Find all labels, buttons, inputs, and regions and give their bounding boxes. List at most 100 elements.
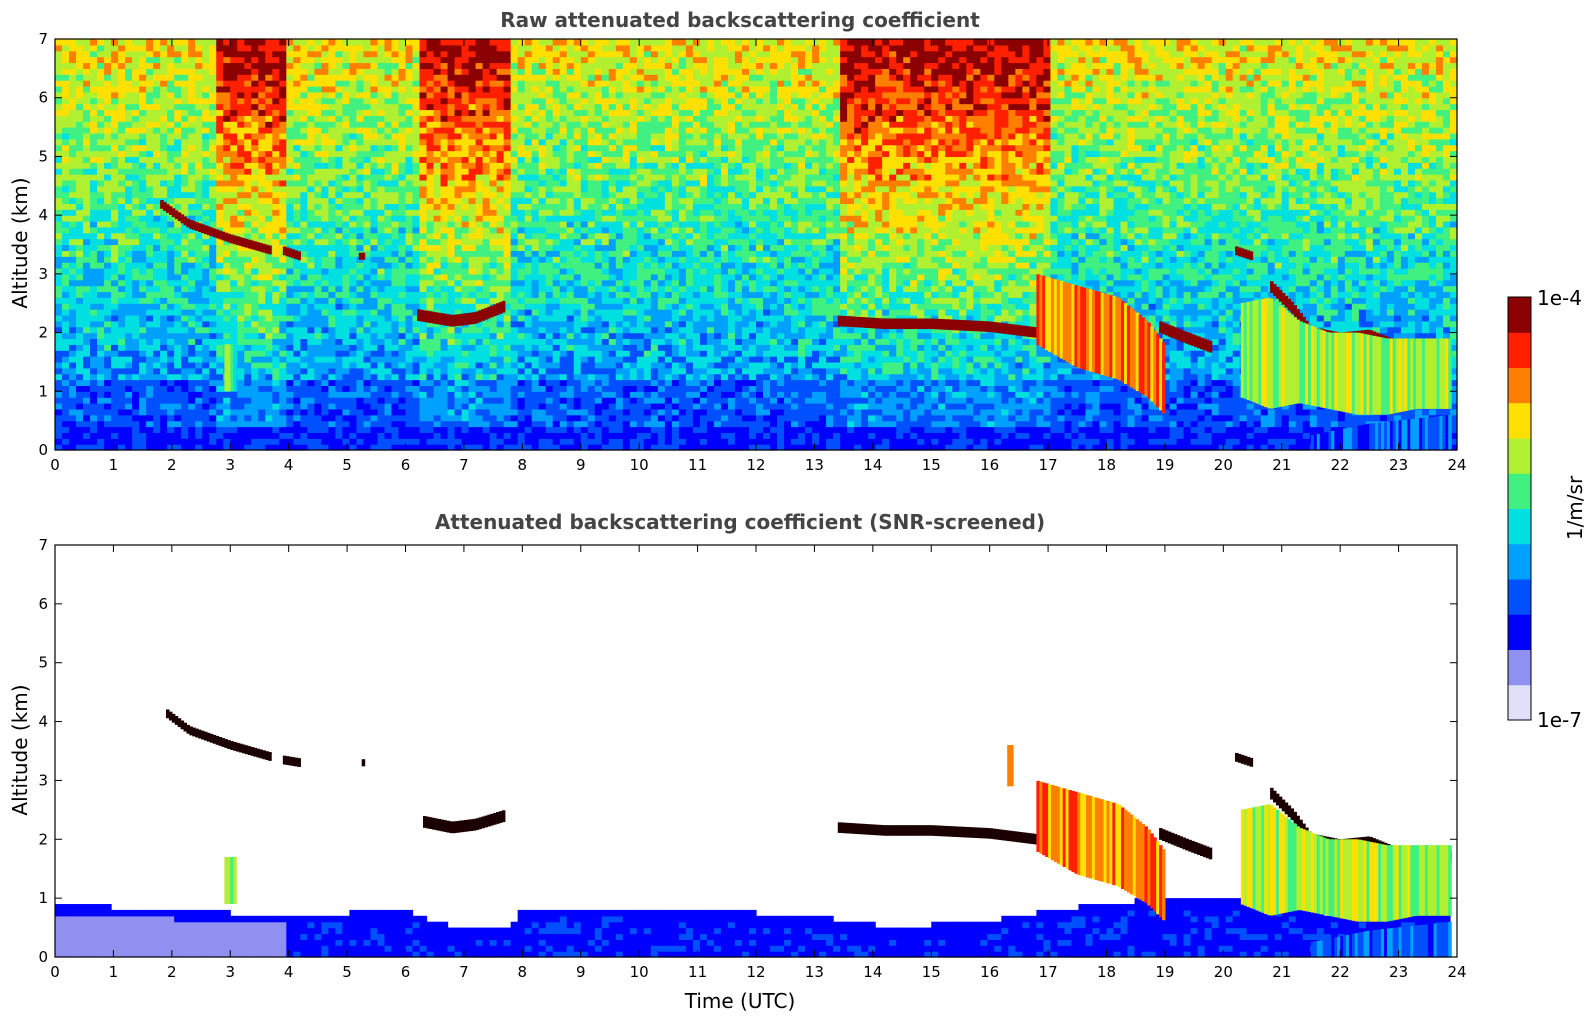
colorbar-cell <box>1508 411 1531 421</box>
y-axis-label: Altitude (km) <box>8 177 32 308</box>
aerosol-plume <box>1007 745 1014 787</box>
x-tick-label: 20 <box>1214 456 1233 474</box>
cloud-layer <box>282 755 301 767</box>
x-tick-label: 7 <box>459 963 469 981</box>
colorbar-cell <box>1508 649 1531 659</box>
colorbar-cell <box>1508 358 1531 368</box>
colorbar-cell <box>1508 693 1531 703</box>
x-tick-label: 24 <box>1447 456 1466 474</box>
x-tick-label: 1 <box>109 456 119 474</box>
x-tick-label: 0 <box>50 456 60 474</box>
colorbar-cell <box>1508 702 1531 712</box>
colorbar-cell <box>1508 711 1531 721</box>
x-tick-label: 16 <box>980 456 999 474</box>
x-tick-label: 18 <box>1097 456 1116 474</box>
x-tick-label: 12 <box>746 963 765 981</box>
x-tick-label: 12 <box>746 456 765 474</box>
colorbar-scale <box>1508 297 1531 721</box>
x-tick-label: 24 <box>1447 963 1466 981</box>
cloud-layer <box>837 315 1037 338</box>
x-tick-label: 19 <box>1155 456 1174 474</box>
y-tick-label: 3 <box>38 771 48 789</box>
colorbar-cell <box>1508 341 1531 351</box>
x-tick-label: 17 <box>1039 456 1058 474</box>
colorbar-cell <box>1508 561 1531 571</box>
chart-title: Raw attenuated backscattering coefficien… <box>500 8 980 32</box>
colorbar-cell <box>1508 667 1531 677</box>
plot-background <box>55 545 1457 957</box>
cloud-layer <box>282 246 301 261</box>
surface-signal <box>1310 921 1452 957</box>
colorbar-cell <box>1508 297 1531 307</box>
x-tick-label: 6 <box>401 963 411 981</box>
colorbar-cell <box>1508 385 1531 395</box>
y-tick-label: 0 <box>38 948 48 966</box>
colorbar-cell <box>1508 552 1531 562</box>
y-tick-label: 5 <box>38 147 48 165</box>
y-axis-label: Altitude (km) <box>8 684 32 815</box>
x-tick-label: 20 <box>1214 963 1233 981</box>
colorbar-cell <box>1508 349 1531 360</box>
x-axis-label: Time (UTC) <box>684 989 796 1013</box>
chart-title: Attenuated backscattering coefficient (S… <box>435 510 1045 534</box>
colorbar-cell <box>1508 587 1531 598</box>
colorbar-cell <box>1508 684 1531 695</box>
aerosol-plume <box>1240 297 1452 415</box>
x-tick-label: 13 <box>805 963 824 981</box>
y-tick-label: 4 <box>38 206 48 224</box>
y-tick-label: 4 <box>38 713 48 731</box>
x-tick-label: 3 <box>225 963 235 981</box>
colorbar-cell <box>1508 367 1531 377</box>
x-tick-label: 5 <box>342 963 352 981</box>
colorbar-label: 1/m/sr <box>1563 475 1587 540</box>
colorbar-cell <box>1508 305 1531 316</box>
x-tick-label: 3 <box>225 456 235 474</box>
x-tick-label: 16 <box>980 963 999 981</box>
y-tick-label: 1 <box>38 382 48 400</box>
x-tick-label: 5 <box>342 456 352 474</box>
y-tick-label: 3 <box>38 265 48 283</box>
axes: 0 1 2 3 4 5 6 7 8 9 10 11 12 13 14 15 16 17 18 19 20 21 22 23 24… <box>38 30 1466 474</box>
x-tick-label: 8 <box>518 456 528 474</box>
y-tick-label: 1 <box>38 889 48 907</box>
x-tick-label: 21 <box>1272 963 1291 981</box>
cloud-layer <box>1159 321 1213 353</box>
y-tick-label: 7 <box>38 536 48 554</box>
x-tick-label: 19 <box>1155 963 1174 981</box>
panel-screened: Attenuated backscattering coefficient (S… <box>8 510 1467 1013</box>
colorbar-cell <box>1508 534 1531 545</box>
panel-raw: Raw attenuated backscattering coefficien… <box>8 8 1467 474</box>
aerosol-plume <box>224 856 237 905</box>
cloud-layer <box>1159 828 1213 860</box>
x-tick-label: 10 <box>630 456 649 474</box>
colorbar-cell <box>1508 314 1531 324</box>
x-tick-label: 15 <box>922 963 941 981</box>
colorbar-cell <box>1508 658 1531 668</box>
cloud-layer <box>160 200 272 255</box>
x-tick-label: 1 <box>109 963 119 981</box>
colorbar-cell <box>1508 614 1531 624</box>
colorbar-cell <box>1508 631 1531 642</box>
x-tick-label: 9 <box>576 963 586 981</box>
colorbar-cell <box>1508 596 1531 606</box>
colorbar-cell <box>1508 420 1531 430</box>
x-tick-label: 8 <box>518 963 528 981</box>
surface-signal <box>1310 414 1452 450</box>
cloud-layer <box>837 822 1037 845</box>
aerosol-plume <box>1036 780 1166 921</box>
cloud-layer <box>358 252 366 260</box>
axes: 0 1 2 3 4 5 6 7 8 9 10 11 12 13 14 15 16 17 18 19 20 21 22 23 24… <box>38 536 1466 981</box>
colorbar-cell <box>1508 499 1531 509</box>
x-tick-label: 23 <box>1389 456 1408 474</box>
y-tick-label: 2 <box>38 830 48 848</box>
y-tick-label: 2 <box>38 324 48 342</box>
x-tick-label: 2 <box>167 456 177 474</box>
colorbar-max-label: 1e-4 <box>1537 286 1582 310</box>
colorbar-min-label: 1e-7 <box>1537 708 1582 732</box>
plot-area <box>55 39 1458 451</box>
x-tick-label: 0 <box>50 963 60 981</box>
x-tick-label: 22 <box>1331 963 1350 981</box>
colorbar-cell <box>1508 579 1531 589</box>
x-tick-label: 17 <box>1039 963 1058 981</box>
